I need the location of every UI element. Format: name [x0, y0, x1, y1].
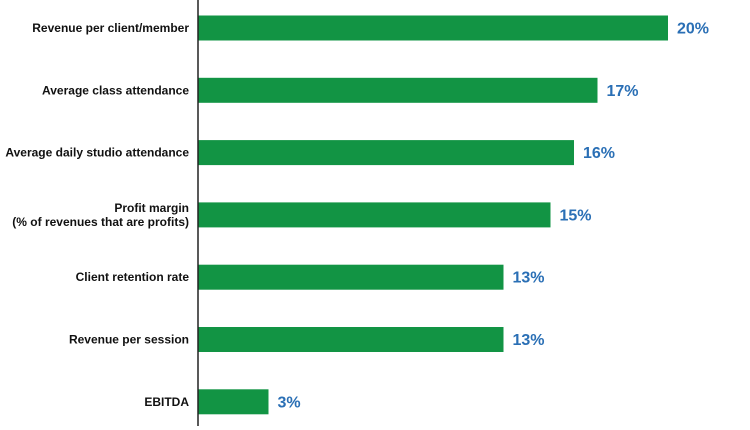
value-label: 17% — [607, 83, 639, 100]
value-label: 13% — [513, 270, 545, 287]
bar — [198, 15, 668, 41]
category-label: Revenue per client/member — [32, 21, 189, 35]
bar — [198, 202, 551, 228]
category-label: Average daily studio attendance — [5, 146, 189, 160]
value-labels-group: 20% 17% 16% 15% 13% 13% 3% — [278, 21, 710, 412]
category-labels-group: Revenue per client/member Average class a… — [5, 21, 189, 409]
category-label: (% of revenues that are profits) — [12, 215, 189, 229]
bar — [198, 77, 598, 103]
category-label: Profit margin — [114, 201, 189, 215]
value-label: 16% — [583, 145, 615, 162]
bars-group — [198, 15, 668, 415]
value-label: 13% — [513, 332, 545, 349]
bar — [198, 327, 504, 352]
category-label: Revenue per session — [69, 333, 189, 347]
category-label: Average class attendance — [42, 83, 189, 97]
value-label: 20% — [677, 21, 709, 38]
value-label: 15% — [560, 207, 592, 224]
category-label: Client retention rate — [76, 270, 190, 284]
value-label: 3% — [278, 394, 301, 411]
category-label: EBITDA — [144, 395, 189, 409]
bar — [198, 389, 269, 415]
bar — [198, 140, 574, 166]
bar — [198, 264, 504, 290]
